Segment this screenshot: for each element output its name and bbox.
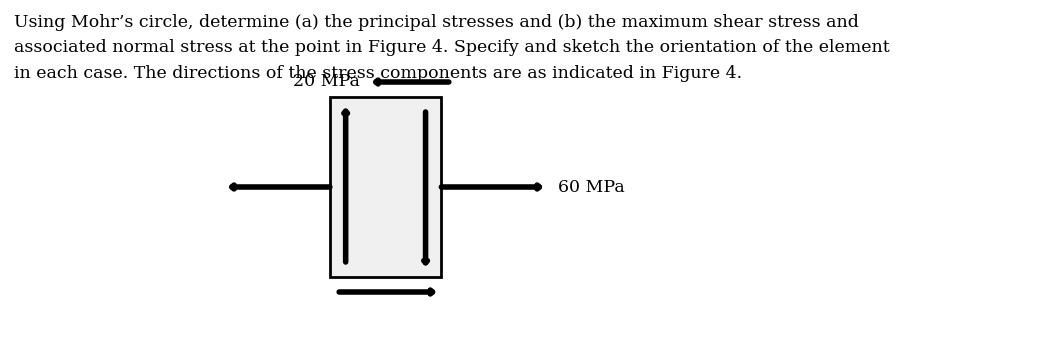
Bar — [329, 97, 442, 277]
Text: 20 MPa: 20 MPa — [293, 74, 360, 91]
Text: 60 MPa: 60 MPa — [557, 179, 624, 196]
Text: Using Mohr’s circle, determine (a) the principal stresses and (b) the maximum sh: Using Mohr’s circle, determine (a) the p… — [14, 14, 890, 82]
